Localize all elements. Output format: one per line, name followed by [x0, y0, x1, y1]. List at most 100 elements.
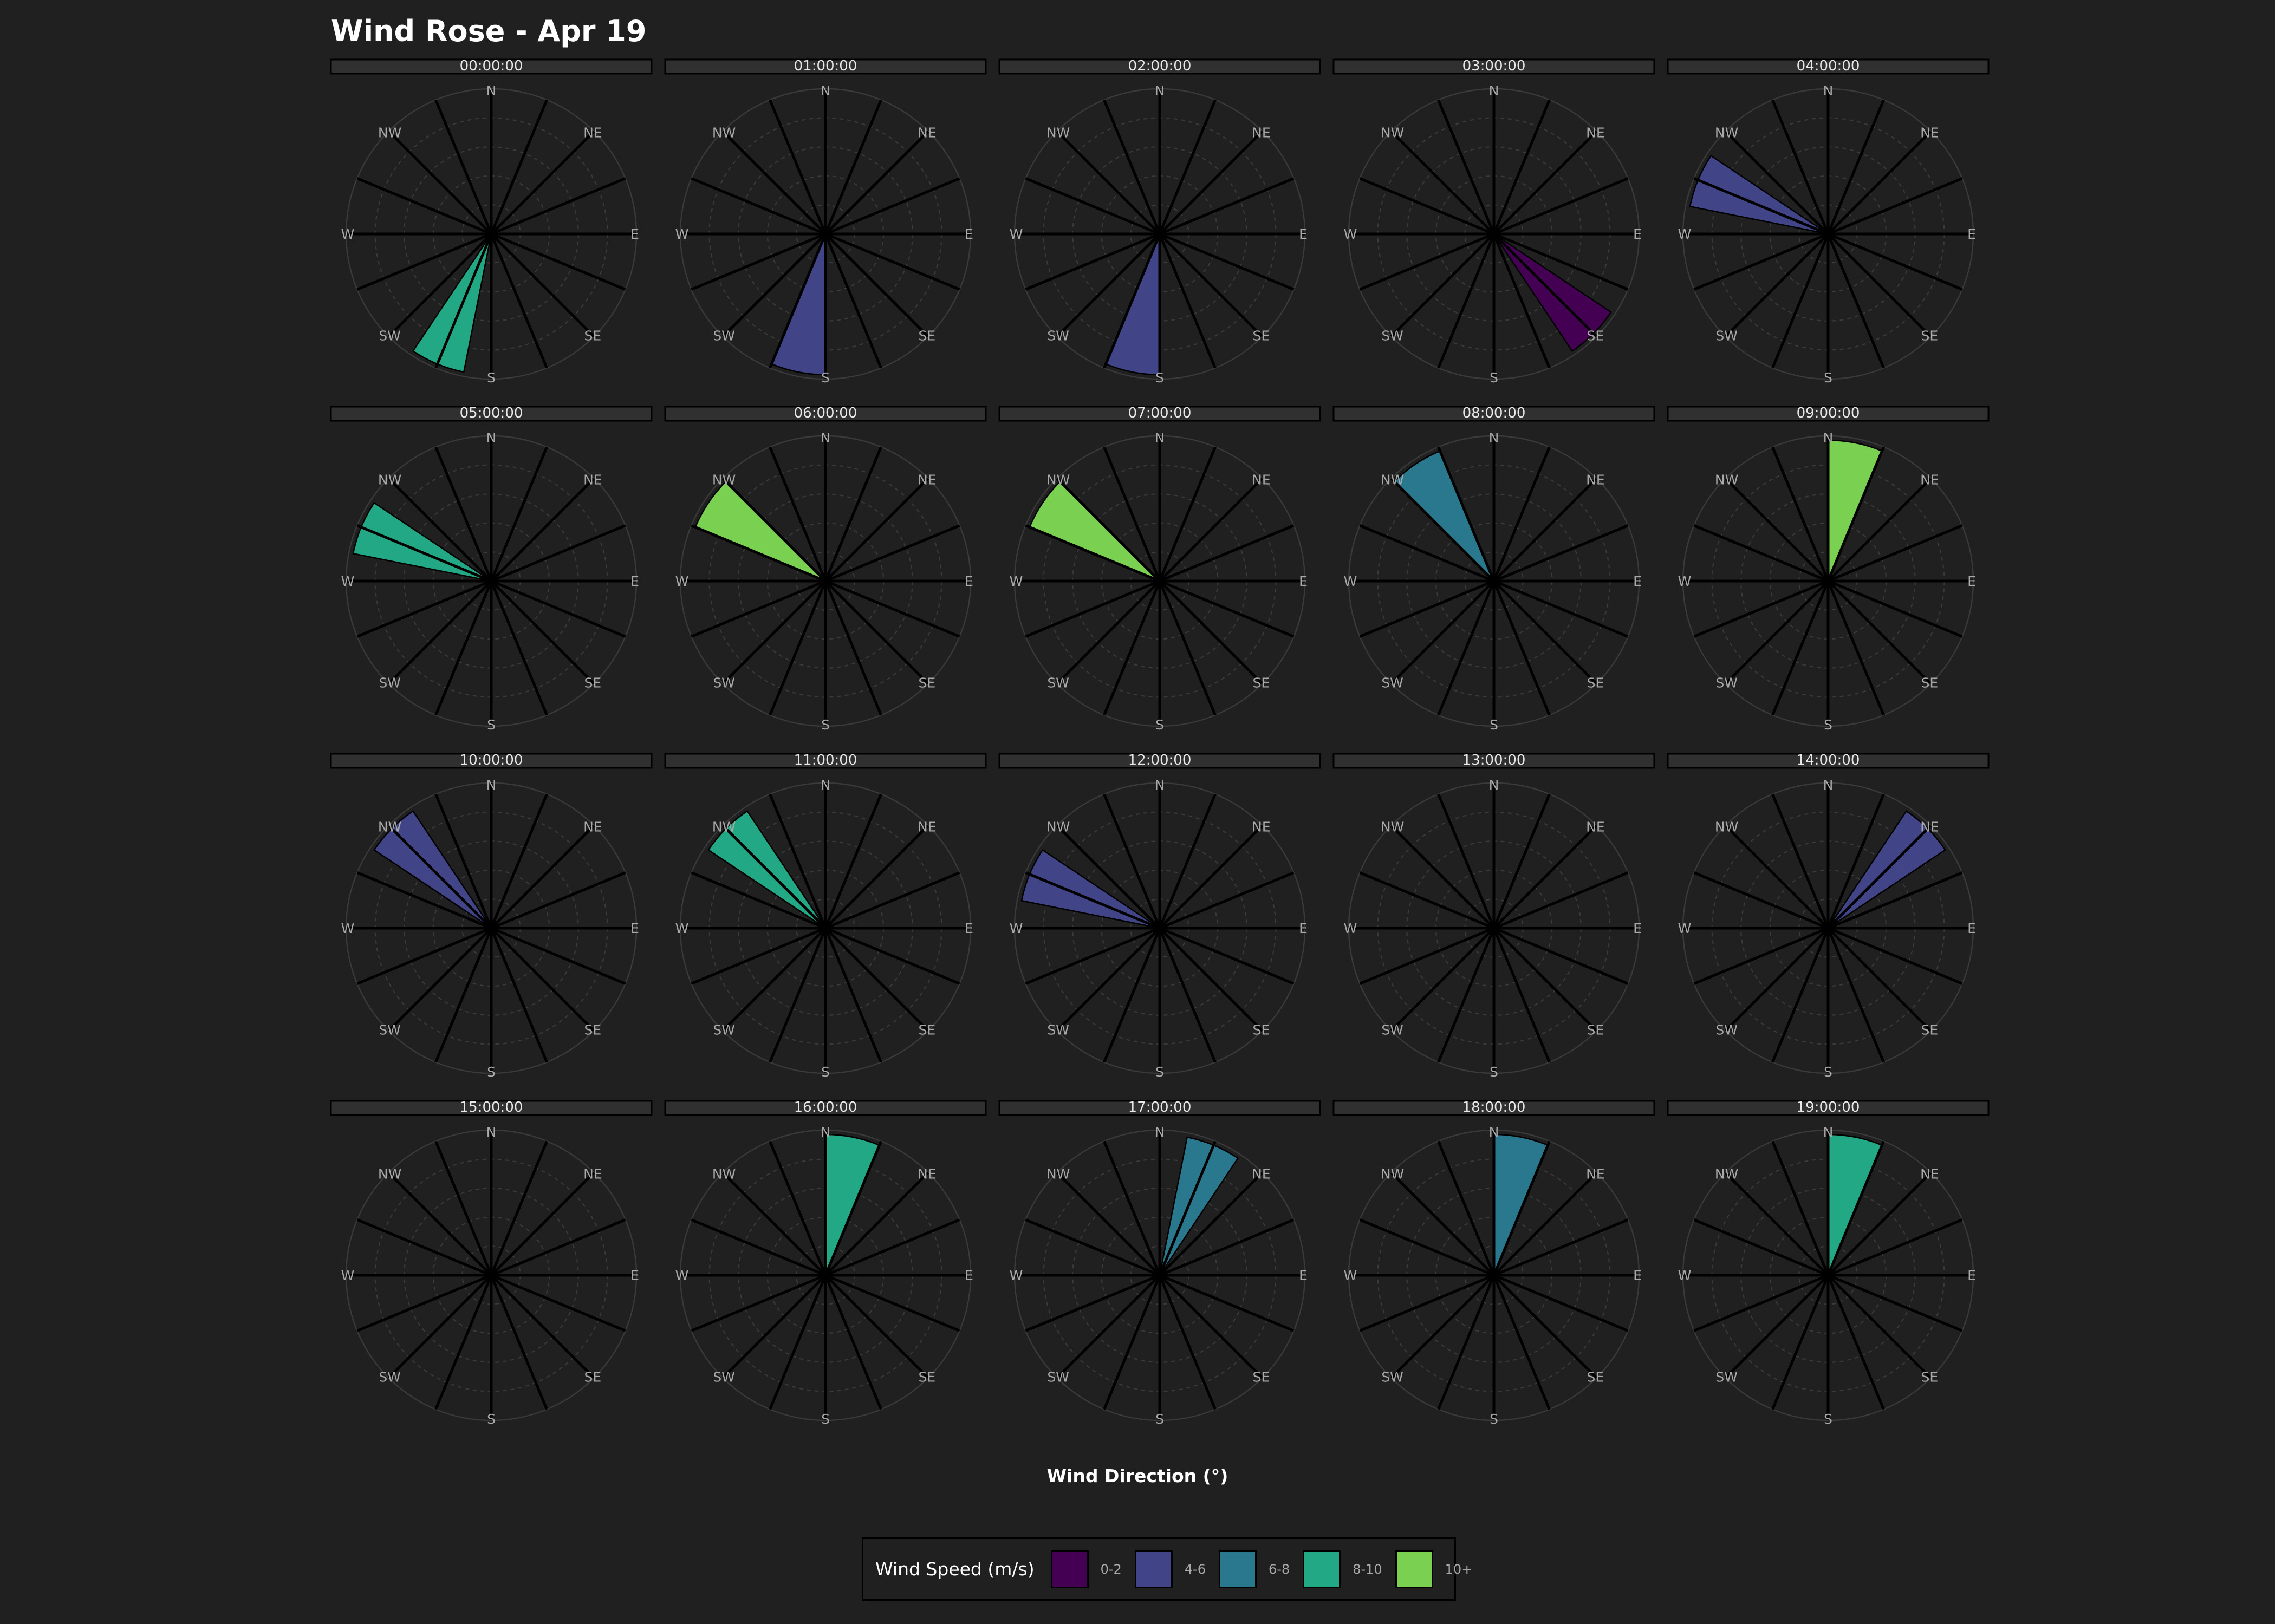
spoke — [1359, 579, 1494, 638]
spoke — [691, 524, 826, 583]
spoke — [722, 927, 827, 1032]
direction-label: E — [1967, 1268, 1976, 1283]
spoke — [722, 580, 827, 685]
spoke — [825, 177, 960, 236]
spoke — [1493, 871, 1629, 930]
direction-label: E — [1967, 226, 1976, 242]
legend-label: 10+ — [1445, 1561, 1473, 1577]
spoke — [1828, 1218, 1963, 1277]
spoke — [1025, 524, 1160, 583]
direction-label: N — [1489, 777, 1499, 793]
spoke — [490, 793, 548, 929]
x-axis-label: Wind Direction (°) — [1046, 1465, 1228, 1486]
spoke — [1159, 927, 1264, 1032]
direction-label: W — [1678, 573, 1692, 589]
direction-label: SE — [1587, 675, 1604, 690]
facet-strip-label: 04:00:00 — [1797, 58, 1860, 74]
direction-label: SE — [584, 675, 602, 690]
facet-strip-label: 06:00:00 — [794, 405, 857, 421]
spoke — [1493, 579, 1629, 638]
spoke — [434, 99, 493, 234]
spoke — [490, 824, 595, 929]
spoke — [387, 824, 492, 929]
spoke — [769, 793, 827, 929]
panel-16-00-00: 16:00:00 N NE E SE S SW W NW — [664, 1099, 987, 1427]
spoke — [824, 99, 882, 234]
spoke — [1159, 824, 1264, 929]
facet-strip — [1332, 753, 1655, 769]
direction-label: W — [1678, 921, 1692, 936]
direction-label: S — [487, 370, 496, 386]
spoke — [824, 130, 929, 235]
panel-03-00-00: 03:00:00 N NE E SE S SW W NW — [1332, 58, 1655, 386]
spoke — [1158, 581, 1217, 716]
direction-label: N — [821, 777, 831, 793]
facet-strip-label: 15:00:00 — [460, 1099, 523, 1116]
facet-strip — [998, 1100, 1321, 1116]
spoke — [722, 1171, 827, 1276]
spoke — [490, 1275, 548, 1410]
direction-label: NW — [1715, 472, 1738, 488]
spoke — [1493, 1218, 1629, 1277]
spoke — [490, 580, 595, 685]
spoke — [1390, 1171, 1495, 1276]
spoke — [825, 524, 960, 583]
direction-label: S — [821, 1064, 830, 1080]
spoke — [434, 1275, 493, 1410]
direction-label: W — [1010, 226, 1023, 242]
spoke — [1828, 177, 1963, 236]
spoke — [1693, 177, 1829, 236]
direction-label: W — [1344, 921, 1357, 936]
spoke — [1025, 927, 1160, 985]
chart-title: Wind Rose - Apr 19 — [331, 14, 647, 48]
direction-label: N — [1823, 1124, 1834, 1140]
facet-strip — [1667, 753, 1990, 769]
spoke — [1056, 580, 1161, 685]
direction-label: NE — [583, 472, 602, 488]
direction-label: SW — [379, 1022, 401, 1038]
facet-strip — [1332, 406, 1655, 422]
direction-label: NE — [1586, 819, 1605, 835]
spoke — [1159, 580, 1264, 685]
direction-label: NE — [1920, 125, 1939, 141]
spoke — [1492, 99, 1551, 234]
legend-item: 10+ — [1395, 1550, 1473, 1588]
direction-label: W — [675, 921, 689, 936]
spoke — [1359, 524, 1494, 583]
spoke — [1724, 927, 1829, 1032]
spoke — [1390, 1274, 1495, 1379]
spoke — [1437, 1140, 1496, 1276]
facet-strip-label: 17:00:00 — [1128, 1099, 1192, 1116]
direction-label: S — [1490, 1064, 1498, 1080]
direction-label: NE — [1586, 1166, 1605, 1182]
spoke — [1493, 1274, 1629, 1332]
direction-label: S — [1824, 717, 1832, 733]
spoke — [722, 233, 827, 338]
direction-label: N — [1489, 1124, 1499, 1140]
direction-label: S — [1490, 1411, 1498, 1427]
spoke — [1724, 130, 1829, 235]
spoke — [490, 1274, 595, 1379]
spoke — [1493, 824, 1598, 929]
direction-label: SW — [1715, 328, 1738, 343]
direction-label: W — [675, 573, 689, 589]
direction-label: SE — [1921, 1022, 1939, 1038]
spoke — [1159, 177, 1295, 236]
facet-strip-label: 09:00:00 — [1797, 405, 1860, 421]
spoke — [1103, 1140, 1161, 1276]
spoke — [491, 177, 626, 236]
direction-label: SE — [584, 1022, 602, 1038]
spoke — [1437, 928, 1496, 1063]
spoke — [824, 824, 929, 929]
direction-label: SE — [1587, 1022, 1604, 1038]
legend-label: 8-10 — [1353, 1561, 1382, 1577]
direction-label: S — [487, 1411, 496, 1427]
spoke — [1159, 232, 1295, 291]
spoke — [1828, 579, 1963, 638]
panel-09-00-00: 09:00:00 N NE E SE S SW W NW — [1667, 405, 1990, 733]
spoke — [769, 1275, 827, 1410]
spoke — [1159, 524, 1295, 583]
spoke — [1826, 446, 1885, 582]
spoke — [824, 580, 929, 685]
spoke — [490, 99, 548, 234]
